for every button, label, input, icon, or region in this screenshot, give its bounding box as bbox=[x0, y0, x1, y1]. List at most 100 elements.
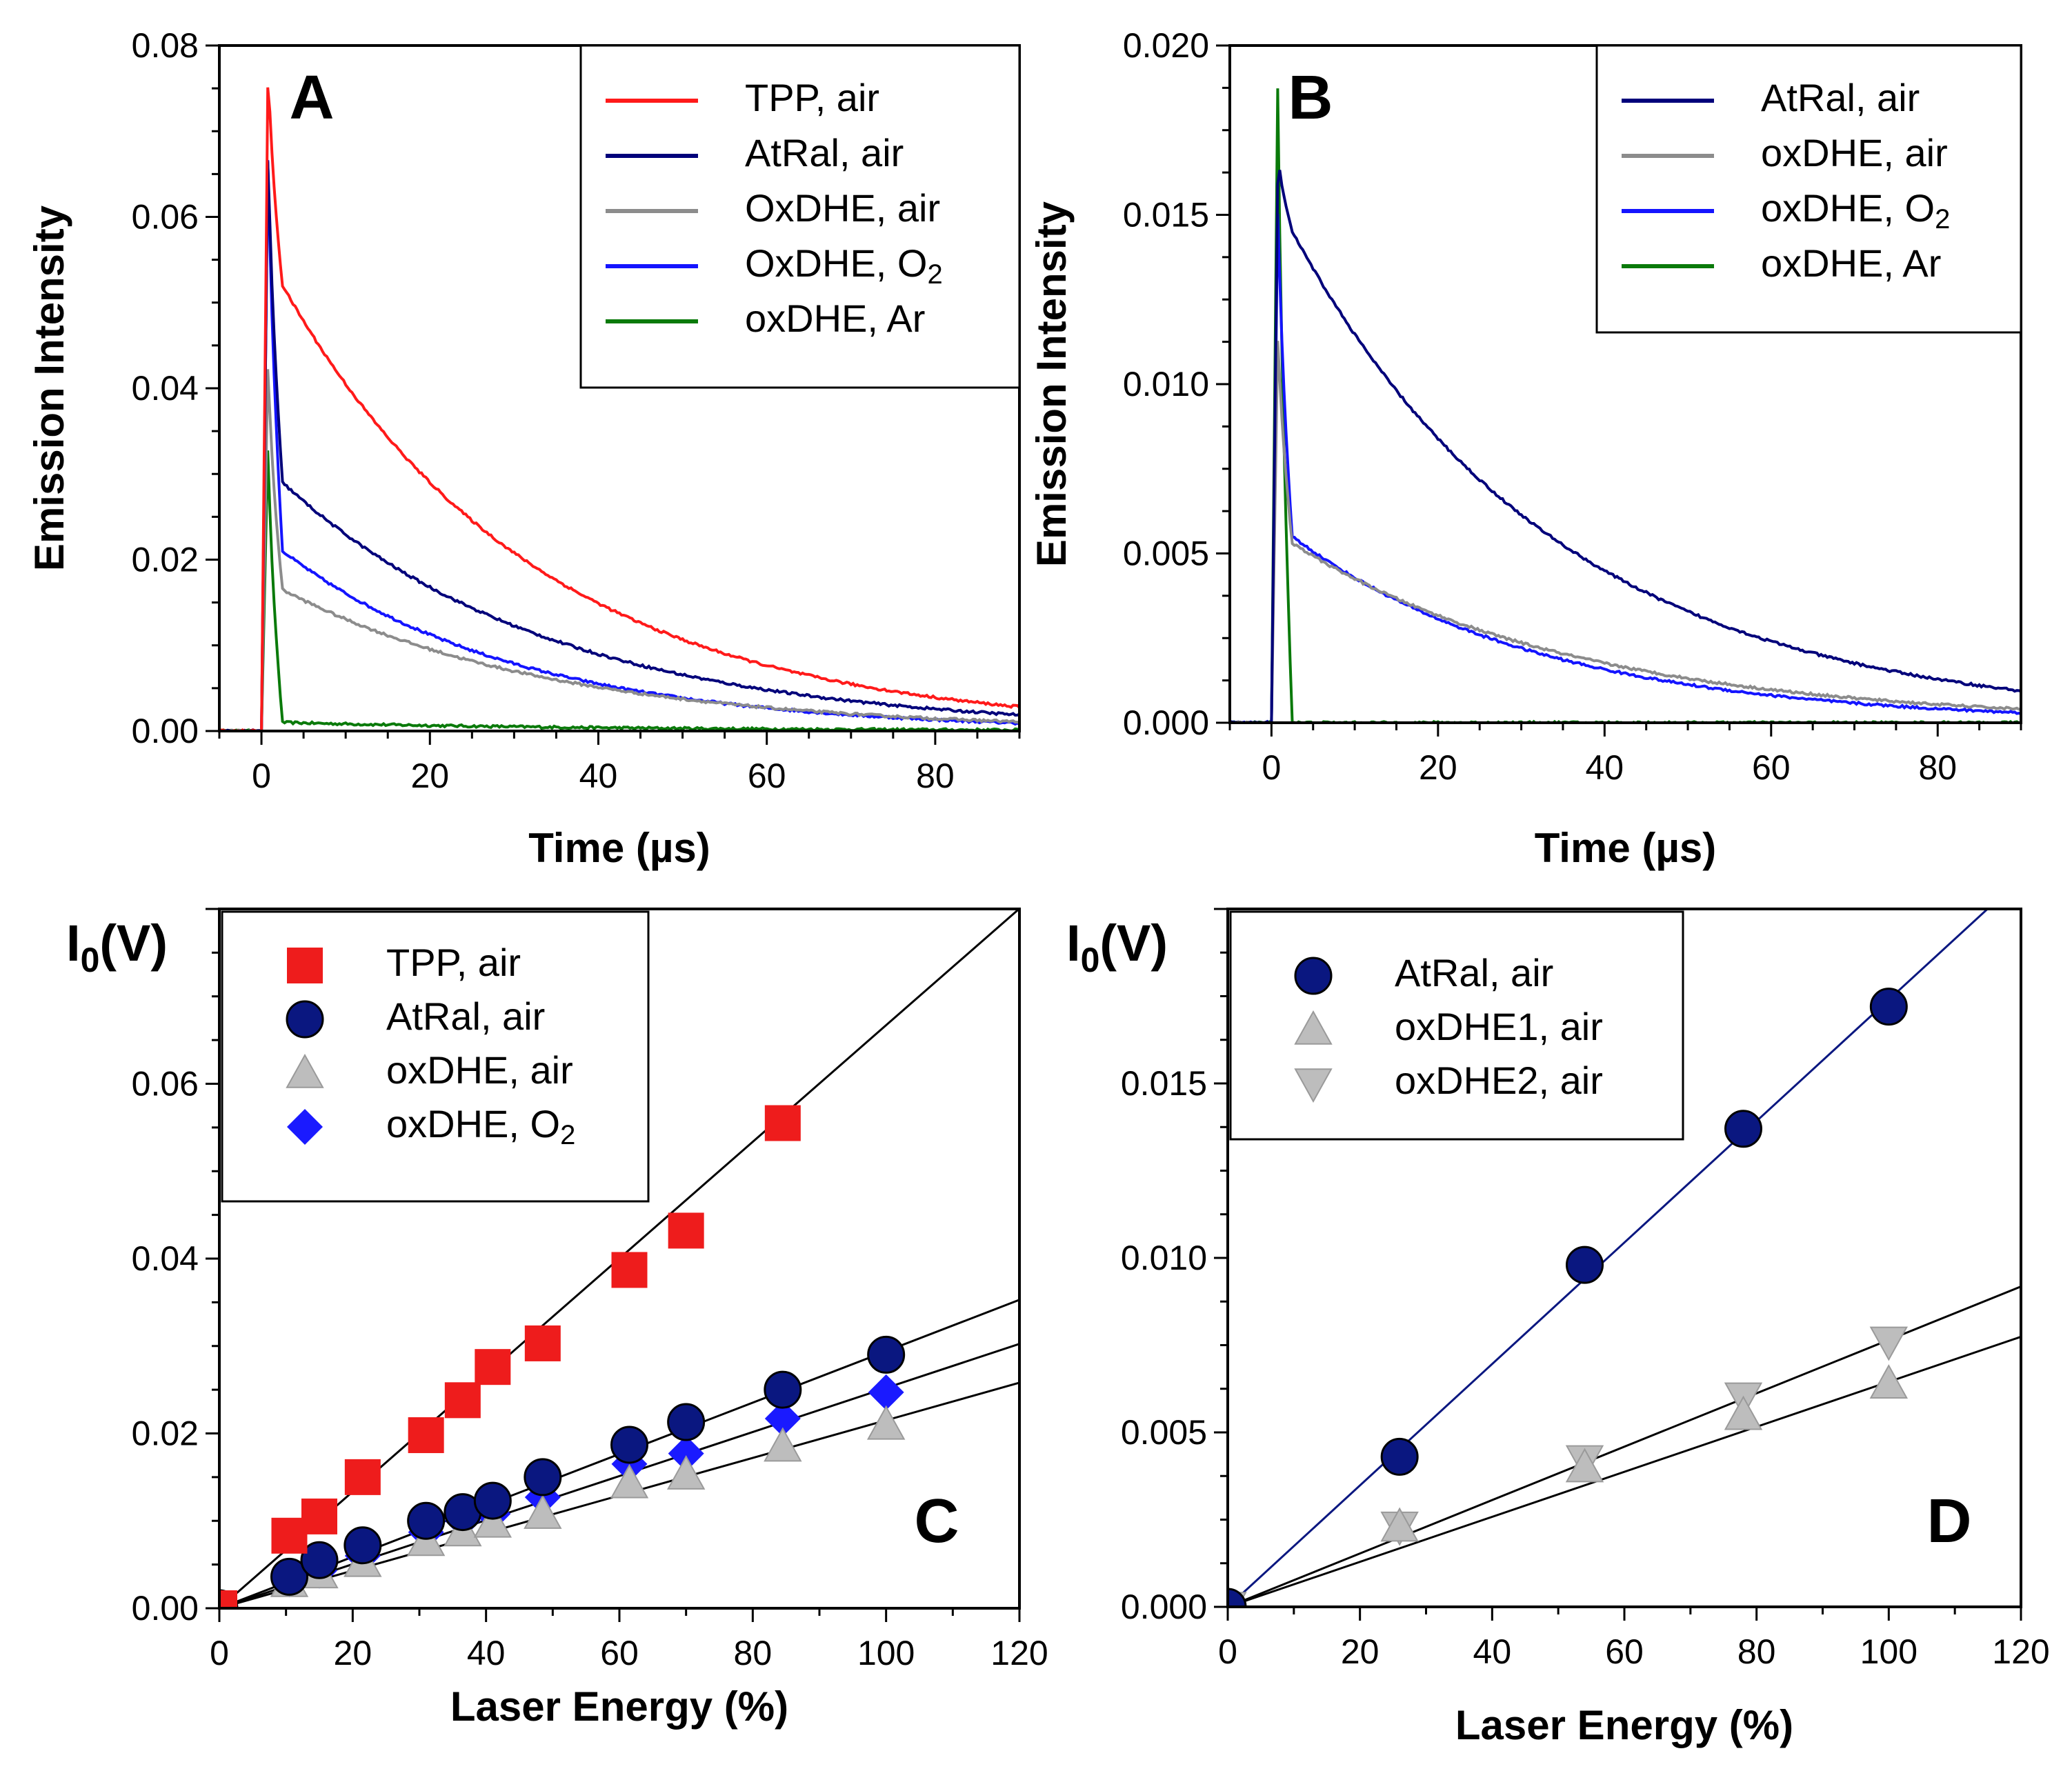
x-tick-label: 0 bbox=[252, 757, 271, 795]
series-line bbox=[1230, 170, 2021, 723]
panel-b: 0 20 40 60 80 0.000 0.005 0.010 0.015 0.020 Time (… bbox=[1028, 26, 2022, 871]
x-tick-label: 60 bbox=[748, 757, 786, 795]
legend-item: oxDHE, Ar bbox=[606, 297, 925, 340]
legend: TPP, air AtRal, air oxDHE, air oxDHE, O2 bbox=[221, 910, 650, 1203]
x-tick-label: 60 bbox=[600, 1634, 639, 1672]
legend-label: oxDHE, O2 bbox=[1761, 186, 1950, 234]
legend-marker bbox=[1294, 1010, 1333, 1045]
panel-letter: B bbox=[1288, 63, 1333, 132]
data-point bbox=[867, 1335, 906, 1374]
legend-label: oxDHE, Ar bbox=[745, 297, 925, 340]
legend-box bbox=[1595, 44, 2022, 334]
x-tick-label: 40 bbox=[1586, 748, 1624, 787]
data-point bbox=[343, 1526, 382, 1565]
legend-label: OxDHE, O2 bbox=[745, 241, 943, 290]
y-tick-label: 0.000 bbox=[1121, 1588, 1207, 1626]
legend-label: AtRal, air bbox=[386, 994, 545, 1038]
x-tick-label: 0 bbox=[1218, 1632, 1237, 1671]
legend-item: oxDHE, Ar bbox=[1622, 241, 1941, 285]
y-tick-label: 0.015 bbox=[1121, 1064, 1207, 1103]
x-tick-label: 0 bbox=[210, 1634, 229, 1672]
legend-label: AtRal, air bbox=[1761, 76, 1920, 119]
data-point bbox=[524, 1458, 562, 1497]
y-tick-label: 0.00 bbox=[132, 712, 199, 750]
legend: TPP, air AtRal, air OxDHE, air OxDHE, O2 oxD… bbox=[579, 44, 1021, 389]
data-point bbox=[407, 1501, 446, 1540]
panel-d: 0 20 40 60 80 100 120 0.000 0.005 0.010 0.015 Laser… bbox=[1066, 908, 2050, 1748]
y-tick-label: 0.04 bbox=[132, 369, 199, 408]
x-tick-label: 80 bbox=[1737, 1632, 1776, 1671]
y-axis-title: Emission Intensity bbox=[26, 205, 72, 571]
y-tick-label: 0.020 bbox=[1123, 26, 1209, 65]
data-point bbox=[1724, 1110, 1762, 1148]
y-tick-label: 0.00 bbox=[132, 1589, 199, 1628]
legend-item: TPP, air bbox=[606, 76, 879, 119]
legend-label: TPP, air bbox=[386, 941, 521, 984]
x-tick-label: 80 bbox=[916, 757, 955, 795]
data-point bbox=[611, 1252, 648, 1288]
series-line bbox=[219, 369, 1019, 731]
y-tick-label: 0.08 bbox=[132, 26, 199, 65]
legend-item: AtRal, air bbox=[1622, 76, 1920, 119]
series-line bbox=[1230, 341, 2021, 723]
legend-label: OxDHE, air bbox=[745, 186, 940, 230]
y-tick-label: 0.04 bbox=[132, 1239, 199, 1278]
legend-label: oxDHE, air bbox=[1761, 131, 1948, 174]
legend-marker bbox=[287, 1109, 323, 1145]
data-point bbox=[301, 1498, 337, 1534]
legend-item: oxDHE, air bbox=[286, 1048, 573, 1092]
y-tick-label: 0.005 bbox=[1121, 1413, 1207, 1452]
y-tick-label: 0.06 bbox=[132, 198, 199, 237]
x-axis-title: Time (µs) bbox=[528, 825, 710, 871]
data-point bbox=[1724, 1395, 1763, 1430]
legend-item: AtRal, air bbox=[1294, 951, 1553, 995]
data-point bbox=[1565, 1448, 1604, 1483]
x-tick-label: 20 bbox=[410, 757, 449, 795]
legend-label: oxDHE, O2 bbox=[386, 1102, 575, 1150]
legend: AtRal, air oxDHE, air oxDHE, O2 oxDHE, Ar bbox=[1595, 44, 2022, 334]
data-point bbox=[1869, 1364, 1909, 1399]
legend-item: oxDHE, O2 bbox=[287, 1102, 575, 1150]
legend-label: AtRal, air bbox=[745, 131, 904, 174]
data-point bbox=[610, 1425, 648, 1464]
data-point bbox=[444, 1382, 481, 1419]
y-tick-label: 0.02 bbox=[132, 541, 199, 579]
legend-marker bbox=[1294, 1068, 1333, 1103]
data-point bbox=[764, 1370, 802, 1409]
panel-c: 0 20 40 60 80 100 120 0.00 0.02 0.04 0.06 Laser Ene… bbox=[66, 908, 1048, 1730]
y-tick-label: 0.06 bbox=[132, 1065, 199, 1103]
data-point bbox=[764, 1427, 802, 1462]
legend-marker bbox=[286, 1000, 324, 1039]
y-tick-label: 0.000 bbox=[1123, 703, 1209, 742]
panel-letter: C bbox=[915, 1487, 959, 1556]
legend-label: oxDHE, air bbox=[386, 1048, 573, 1092]
x-tick-label: 20 bbox=[1341, 1632, 1379, 1671]
data-point bbox=[668, 1435, 704, 1472]
y-axis-title: I0(V) bbox=[1066, 914, 1168, 979]
data-point bbox=[475, 1349, 511, 1385]
x-tick-label: 100 bbox=[1860, 1632, 1917, 1671]
series-line bbox=[219, 87, 1019, 731]
data-point bbox=[524, 1325, 561, 1361]
panel-letter: A bbox=[290, 63, 335, 132]
plot-area bbox=[1228, 909, 2021, 1607]
x-axis-title: Laser Energy (%) bbox=[450, 1683, 788, 1730]
data-point bbox=[610, 1463, 649, 1499]
y-axis-title: I0(V) bbox=[66, 914, 168, 979]
legend-label: TPP, air bbox=[745, 76, 879, 119]
panel-letter: D bbox=[1927, 1487, 1972, 1556]
x-tick-label: 40 bbox=[1473, 1632, 1512, 1671]
data-point bbox=[408, 1417, 444, 1454]
x-tick-label: 120 bbox=[990, 1634, 1048, 1672]
data-point bbox=[866, 1405, 906, 1440]
legend-item: TPP, air bbox=[287, 941, 521, 984]
data-point bbox=[1869, 988, 1908, 1026]
x-tick-label: 120 bbox=[1992, 1632, 2049, 1671]
x-tick-label: 20 bbox=[334, 1634, 372, 1672]
legend-marker bbox=[286, 1053, 324, 1088]
data-point bbox=[666, 1455, 706, 1490]
x-tick-label: 20 bbox=[1419, 748, 1457, 787]
legend: AtRal, air oxDHE1, air oxDHE2, air bbox=[1229, 910, 1684, 1141]
legend-label: AtRal, air bbox=[1395, 951, 1553, 994]
